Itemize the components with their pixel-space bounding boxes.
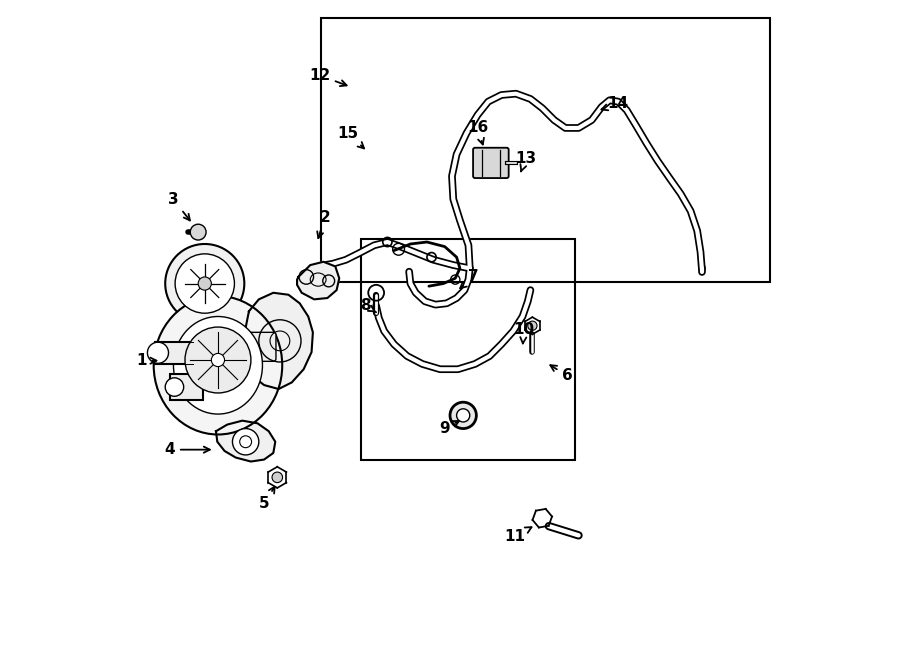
Text: 12: 12 (309, 68, 346, 86)
Text: 4: 4 (165, 442, 210, 457)
Circle shape (190, 224, 206, 240)
Text: 15: 15 (338, 126, 364, 148)
Circle shape (198, 277, 212, 290)
Text: 6: 6 (550, 365, 572, 383)
Circle shape (148, 342, 168, 363)
Text: 2: 2 (317, 210, 330, 238)
Text: 7: 7 (460, 269, 479, 288)
Text: 9: 9 (439, 421, 459, 436)
Circle shape (272, 472, 283, 483)
Circle shape (166, 378, 184, 397)
Circle shape (176, 254, 234, 313)
Polygon shape (297, 261, 339, 299)
Text: 5: 5 (259, 487, 274, 511)
Text: 1: 1 (136, 353, 157, 368)
Circle shape (166, 244, 244, 323)
Text: 3: 3 (167, 192, 190, 220)
Circle shape (527, 321, 537, 330)
Text: 8: 8 (360, 299, 376, 313)
Ellipse shape (154, 296, 283, 434)
Bar (361, 239, 575, 459)
Bar (155, 342, 193, 364)
Circle shape (212, 354, 224, 367)
Ellipse shape (174, 316, 263, 414)
Polygon shape (216, 420, 275, 461)
Text: 11: 11 (504, 527, 532, 544)
FancyBboxPatch shape (231, 332, 276, 361)
Circle shape (450, 402, 476, 428)
Circle shape (232, 428, 259, 455)
FancyBboxPatch shape (473, 148, 508, 178)
Text: 16: 16 (467, 120, 489, 144)
Text: 14: 14 (601, 96, 629, 111)
Text: 13: 13 (515, 151, 536, 171)
Text: 10: 10 (513, 322, 535, 344)
Bar (170, 374, 202, 401)
Circle shape (185, 327, 251, 393)
Polygon shape (244, 293, 313, 389)
Circle shape (456, 409, 470, 422)
Bar (321, 18, 770, 281)
